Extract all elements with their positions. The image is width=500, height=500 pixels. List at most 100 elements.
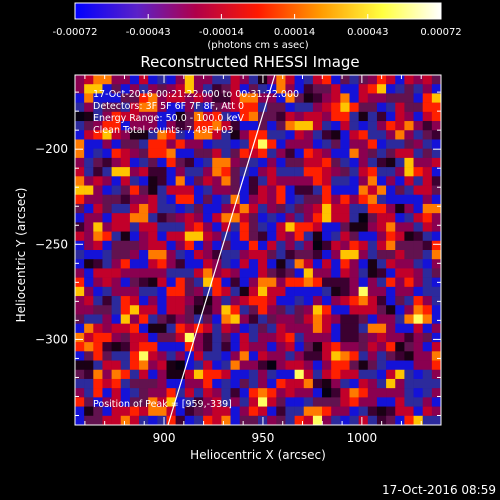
heatmap-cell — [129, 148, 140, 159]
heatmap-cell — [193, 102, 204, 113]
heatmap-cell — [248, 240, 259, 251]
heatmap-cell — [230, 203, 240, 214]
heatmap-cell — [267, 84, 277, 94]
heatmap-cell — [340, 305, 350, 315]
heatmap-cell — [376, 167, 387, 177]
heatmap-cell — [212, 185, 222, 196]
heatmap-cell — [84, 406, 94, 417]
heatmap-cell — [203, 148, 213, 159]
heatmap-cell — [102, 93, 112, 103]
heatmap-cell — [129, 130, 140, 140]
heatmap-cell — [431, 213, 441, 223]
heatmap-cell — [111, 93, 122, 103]
heatmap-cell — [431, 250, 441, 260]
heatmap-cell — [312, 305, 323, 315]
heatmap-cell — [395, 84, 405, 94]
heatmap-cell — [230, 240, 240, 251]
heatmap-cell — [340, 388, 350, 398]
heatmap-cell — [148, 240, 158, 251]
heatmap-cell — [404, 121, 414, 131]
heatmap-cell — [386, 231, 396, 242]
heatmap-cell — [148, 259, 158, 269]
heatmap-cell — [404, 388, 414, 398]
heatmap-cell — [230, 102, 240, 113]
heatmap-cell — [248, 130, 259, 140]
heatmap-cell — [203, 185, 213, 196]
heatmap-cell — [230, 194, 240, 205]
heatmap-cell — [239, 121, 250, 131]
heatmap-cell — [120, 378, 131, 389]
heatmap-cell — [340, 130, 350, 140]
heatmap-cell — [203, 213, 213, 223]
heatmap-cell — [303, 378, 314, 389]
heatmap-cell — [322, 130, 332, 140]
heatmap-cell — [175, 369, 186, 380]
heatmap-cell — [120, 314, 131, 324]
heatmap-cell — [331, 369, 341, 380]
heatmap-cell — [431, 351, 441, 361]
heatmap-cell — [340, 157, 350, 168]
heatmap-cell — [184, 139, 195, 149]
heatmap-cell — [303, 111, 314, 122]
heatmap-cell — [358, 102, 369, 113]
heatmap-cell — [148, 296, 158, 306]
heatmap-cell — [294, 406, 305, 417]
heatmap-cell — [148, 84, 158, 94]
heatmap-cell — [312, 213, 323, 223]
heatmap-cell — [193, 130, 204, 140]
heatmap-cell — [376, 406, 387, 417]
heatmap-cell — [111, 323, 122, 334]
heatmap-cell — [102, 360, 112, 371]
heatmap-cell — [93, 194, 103, 205]
heatmap-cell — [93, 259, 103, 269]
heatmap-cell — [404, 75, 414, 85]
heatmap-cell — [193, 231, 204, 242]
heatmap-cell — [175, 75, 186, 85]
heatmap-cell — [331, 286, 341, 297]
heatmap-cell — [230, 176, 240, 186]
y-axis-ticks: −200−250−300 — [35, 91, 441, 416]
heatmap-cell — [230, 332, 240, 343]
heatmap-cell — [322, 250, 332, 260]
heatmap-cell — [303, 84, 314, 94]
heatmap-cell — [303, 231, 314, 242]
heatmap-cell — [184, 332, 195, 343]
heatmap-cell — [139, 139, 149, 149]
heatmap-cell — [84, 139, 94, 149]
heatmap-cell — [276, 93, 286, 103]
heatmap-cell — [312, 296, 323, 306]
heatmap-cell — [139, 157, 149, 168]
heatmap-cell — [404, 397, 414, 407]
heatmap-cell — [349, 323, 359, 334]
heatmap-cell — [193, 194, 204, 205]
heatmap-cell — [212, 332, 222, 343]
heatmap-cell — [248, 378, 259, 389]
heatmap-cell — [404, 296, 414, 306]
heatmap-cell — [276, 259, 286, 269]
heatmap-cell — [303, 250, 314, 260]
heatmap-cell — [139, 213, 149, 223]
heatmap-cell — [175, 259, 186, 269]
heatmap-cell — [422, 397, 433, 407]
x-tick-label: 1000 — [347, 431, 378, 445]
heatmap-cell — [203, 167, 213, 177]
heatmap-cell — [203, 240, 213, 251]
heatmap-cell — [285, 148, 295, 159]
heatmap-cell — [322, 378, 332, 389]
heatmap-cell — [285, 93, 295, 103]
heatmap-cell — [258, 378, 268, 389]
heatmap-cell — [230, 388, 240, 398]
heatmap-cell — [285, 102, 295, 113]
peak-position-text: Position of Peak = [959,-339] — [93, 399, 232, 410]
heatmap-cell — [404, 231, 414, 242]
heatmap-cell — [349, 111, 359, 122]
heatmap-cell — [395, 259, 405, 269]
heatmap-cell — [386, 378, 396, 389]
heatmap-cell — [349, 250, 359, 260]
heatmap-cell — [120, 111, 131, 122]
heatmap-cell — [93, 185, 103, 196]
heatmap-cell — [322, 185, 332, 196]
heatmap-cell — [267, 360, 277, 371]
heatmap-cell — [84, 222, 94, 232]
heatmap-cell — [248, 167, 259, 177]
